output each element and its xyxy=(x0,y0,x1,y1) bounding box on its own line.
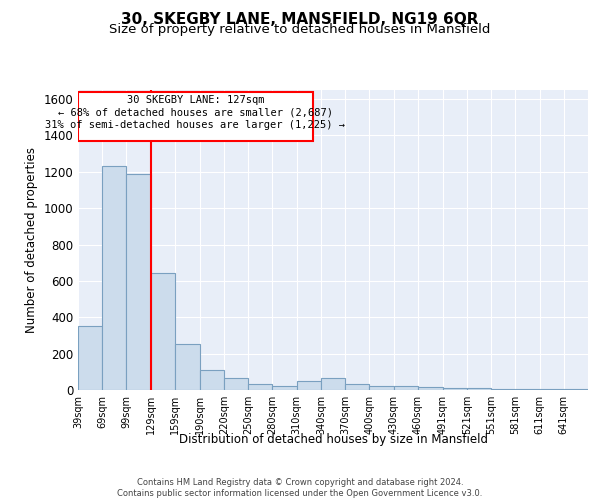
Text: 31% of semi-detached houses are larger (1,225) →: 31% of semi-detached houses are larger (… xyxy=(46,120,346,130)
Bar xyxy=(418,388,443,390)
Bar xyxy=(200,370,224,390)
Bar xyxy=(102,166,127,390)
Bar xyxy=(151,272,175,390)
Bar xyxy=(248,384,272,390)
FancyBboxPatch shape xyxy=(78,92,313,141)
Text: Distribution of detached houses by size in Mansfield: Distribution of detached houses by size … xyxy=(179,432,488,446)
Bar xyxy=(224,378,248,390)
Bar xyxy=(491,388,515,390)
Text: 30, SKEGBY LANE, MANSFIELD, NG19 6QR: 30, SKEGBY LANE, MANSFIELD, NG19 6QR xyxy=(121,12,479,28)
Y-axis label: Number of detached properties: Number of detached properties xyxy=(25,147,38,333)
Bar xyxy=(272,386,296,390)
Bar xyxy=(296,381,321,390)
Bar xyxy=(370,386,394,390)
Bar xyxy=(321,378,345,390)
Bar xyxy=(78,326,102,390)
Text: Contains HM Land Registry data © Crown copyright and database right 2024.
Contai: Contains HM Land Registry data © Crown c… xyxy=(118,478,482,498)
Text: Size of property relative to detached houses in Mansfield: Size of property relative to detached ho… xyxy=(109,22,491,36)
Bar xyxy=(345,384,370,390)
Text: ← 68% of detached houses are smaller (2,687): ← 68% of detached houses are smaller (2,… xyxy=(58,108,333,118)
Bar xyxy=(467,388,491,390)
Bar xyxy=(443,388,467,390)
Bar xyxy=(175,344,200,390)
Bar xyxy=(515,389,539,390)
Text: 30 SKEGBY LANE: 127sqm: 30 SKEGBY LANE: 127sqm xyxy=(127,95,264,105)
Bar xyxy=(539,389,564,390)
Bar xyxy=(127,174,151,390)
Bar xyxy=(394,386,418,390)
